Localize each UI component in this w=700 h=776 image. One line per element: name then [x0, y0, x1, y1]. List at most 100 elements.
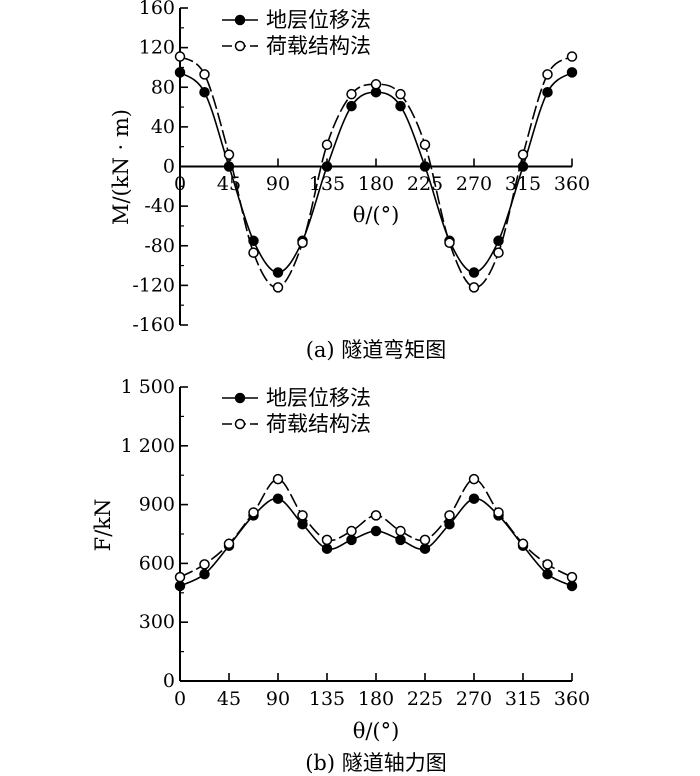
moment-y-tick-label: 120 — [139, 37, 175, 59]
moment-x-tick-label: 315 — [505, 173, 541, 195]
moment-data-point — [174, 51, 186, 62]
moment-data-point — [199, 86, 210, 98]
axial-data-point — [419, 543, 431, 554]
axial-x-tick-label: 0 — [174, 688, 186, 710]
axial-x-tick-label: 45 — [217, 688, 241, 710]
moment-x-tick-label: 360 — [554, 173, 590, 195]
axial-legend-label: 地层位移法 — [266, 386, 371, 410]
moment-data-point — [395, 88, 406, 100]
moment-data-point — [419, 161, 431, 172]
axial-y-tick-label: 600 — [139, 552, 175, 574]
axial-data-point — [248, 507, 259, 518]
axial-y-tick-label: 300 — [139, 611, 175, 633]
moment-series-2 — [174, 51, 578, 293]
axial-legend-marker — [234, 392, 246, 404]
moment-data-point — [248, 247, 259, 258]
moment-y-tick-label: -80 — [144, 235, 175, 257]
axial-data-point — [223, 538, 235, 550]
axial-data-point — [272, 473, 284, 485]
moment-y-axis-title: M/(kN · m) — [109, 109, 133, 225]
moment-data-point — [493, 247, 504, 258]
axial-data-point — [321, 543, 333, 554]
axial-data-point — [566, 571, 578, 583]
axial-x-tick-label: 270 — [456, 688, 492, 710]
moment-y-tick-label: 160 — [139, 0, 175, 19]
axial-x-tick-label: 360 — [554, 688, 590, 710]
moment-x-tick-label: 90 — [266, 173, 290, 195]
axial-y-tick-label: 1 500 — [121, 376, 175, 398]
moment-legend-marker — [234, 40, 246, 52]
moment-data-point — [419, 139, 431, 150]
moment-data-point — [199, 69, 210, 80]
moment-data-point — [517, 149, 529, 160]
axial-x-tick-label: 180 — [358, 688, 394, 710]
axial-data-point — [444, 510, 455, 521]
moment-y-tick-label: -40 — [144, 195, 175, 217]
moment-data-point — [566, 51, 578, 62]
moment-x-tick-label: 45 — [217, 173, 241, 195]
axial-x-tick-label: 225 — [407, 688, 443, 710]
moment-x-axis-title: θ/(°) — [353, 203, 400, 227]
axial-data-point — [199, 559, 210, 570]
axial-data-point — [346, 525, 357, 537]
moment-y-tick-label: 0 — [163, 156, 175, 178]
moment-x-tick-label: 0 — [174, 173, 186, 195]
axial-series-1 — [174, 493, 578, 592]
moment-y-tick-label: 40 — [151, 116, 175, 138]
axial-data-point — [419, 534, 431, 546]
moment-legend-marker — [234, 14, 246, 26]
moment-data-point — [297, 237, 308, 249]
moment-data-point — [321, 161, 333, 172]
axial-data-point — [395, 534, 406, 546]
moment-x-tick-label: 270 — [456, 173, 492, 195]
axial-x-tick-label: 135 — [309, 688, 345, 710]
moment-y-tick-label: -160 — [132, 314, 175, 336]
axial-caption: (b) 隧道轴力图 — [305, 751, 447, 775]
moment-data-point — [346, 88, 357, 100]
moment-data-point — [542, 86, 553, 98]
axial-series-2 — [174, 473, 578, 583]
axial-data-point — [174, 571, 186, 583]
moment-data-point — [272, 267, 284, 278]
moment-data-point — [566, 67, 578, 78]
axial-x-tick-label: 315 — [505, 688, 541, 710]
axial-chart-panel: 1 500 1 200 900 600 300 00 45 90 135 180 225 270 315… — [91, 376, 590, 775]
axial-data-point — [566, 580, 578, 592]
axial-data-point — [468, 493, 480, 504]
moment-data-point — [346, 100, 357, 112]
axial-y-tick-label: 1 200 — [121, 435, 175, 457]
axial-data-point — [346, 534, 357, 546]
axial-legend-label: 荷载结构法 — [266, 412, 371, 436]
axial-data-point — [321, 534, 333, 546]
moment-y-tick-label: -120 — [132, 274, 175, 296]
moment-series-1 — [174, 67, 578, 278]
moment-data-point — [223, 149, 235, 160]
axial-data-point — [199, 568, 210, 580]
moment-data-point — [542, 69, 553, 80]
axial-data-point — [297, 518, 308, 530]
axial-data-point — [542, 559, 553, 570]
moment-data-point — [174, 67, 186, 78]
axial-data-point — [272, 493, 284, 504]
moment-data-point — [272, 282, 284, 293]
axial-x-axis-title: θ/(°) — [353, 719, 400, 743]
moment-legend-label: 荷载结构法 — [266, 34, 371, 58]
axial-y-tick-label: 900 — [139, 494, 175, 516]
moment-data-point — [321, 139, 333, 150]
axial-data-point — [370, 525, 382, 537]
moment-caption: (a) 隧道弯矩图 — [306, 338, 447, 362]
axial-data-point — [493, 507, 504, 518]
moment-data-point — [468, 282, 480, 293]
moment-data-point — [370, 79, 382, 90]
moment-data-point — [223, 161, 235, 172]
axial-data-point — [174, 580, 186, 592]
axial-data-point — [370, 510, 382, 521]
axial-data-point — [297, 510, 308, 521]
moment-legend-label: 地层位移法 — [266, 8, 371, 32]
axial-data-point — [395, 525, 406, 537]
axial-y-tick-label: 0 — [163, 670, 175, 692]
axial-x-tick-label: 90 — [266, 688, 290, 710]
moment-x-tick-label: 225 — [407, 173, 443, 195]
